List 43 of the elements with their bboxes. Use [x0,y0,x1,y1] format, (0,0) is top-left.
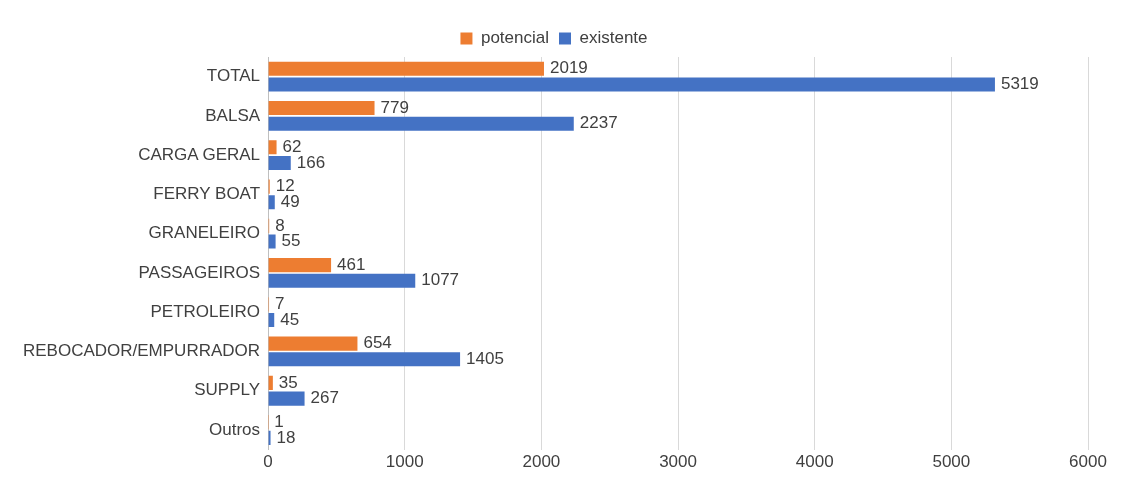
bar [268,195,275,210]
y-tick-label: BALSA [205,105,261,125]
bar [268,258,332,273]
y-tick-label: GRANELEIRO [148,223,261,243]
y-tick-label: REBOCADOR/EMPURRADOR [22,341,261,361]
bar [268,391,305,406]
data-label: 2237 [579,113,618,133]
data-label: 5319 [1000,74,1039,94]
data-label: 1077 [421,270,460,290]
bar [268,352,461,367]
legend-label: potencial [480,28,550,48]
y-tick-label: SUPPLY [194,380,261,400]
bar [268,100,375,116]
data-label: 35 [278,372,298,392]
x-tick-label: 0 [263,452,273,472]
x-tick-label: 5000 [932,452,971,472]
bar [268,77,995,92]
bar [268,61,544,76]
x-tick-label: 6000 [1069,452,1107,472]
data-label: 654 [363,333,392,353]
y-tick-label: CARGA GERAL [138,144,261,164]
data-label: 461 [337,254,366,274]
x-tick-label: 4000 [795,452,834,472]
y-tick-label: PASSAGEIROS [138,262,261,282]
bar [268,155,291,171]
y-tick-label: PETROLEIRO [150,301,261,321]
bar [268,234,276,249]
data-label: 267 [310,388,339,408]
data-label: 2019 [549,58,588,78]
bar [268,140,277,155]
x-tick-label: 1000 [385,452,424,472]
bar [268,273,416,288]
bar [268,116,574,131]
y-tick-label: TOTAL [206,66,261,86]
bar [268,336,358,351]
data-label: 1405 [466,348,504,368]
y-tick-label: Outros [209,419,261,439]
data-label: 779 [380,97,409,117]
x-tick-label: 2000 [522,452,561,472]
bar [268,375,273,390]
legend-label: existente [579,28,648,48]
x-tick-label: 3000 [659,452,697,472]
y-tick-label: FERRY BOAT [153,184,261,204]
